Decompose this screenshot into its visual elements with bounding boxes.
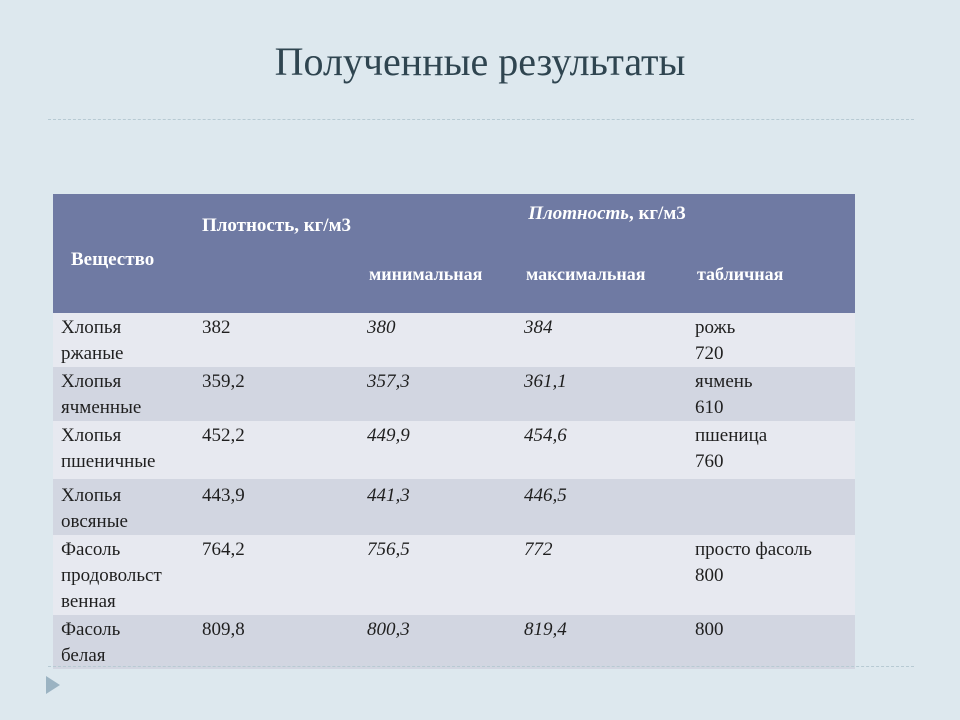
cell-max: 384 [524,317,553,338]
cell-tabular: пшеница 760 [695,425,768,472]
bottom-divider [48,666,914,667]
cell-min: 449,9 [367,425,410,446]
cell-max: 446,5 [524,485,567,506]
cell-tabular: просто фасоль 800 [695,539,812,586]
table-row: Фасоль продовольст венная 764,2 756,5 772 … [53,535,856,615]
cell-density: 382 [202,317,231,338]
cell-max: 361,1 [524,371,567,392]
cell-substance: Хлопья пшеничные [61,425,156,472]
cell-min: 756,5 [367,539,410,560]
cell-min: 357,3 [367,371,410,392]
cell-tabular: 800 [695,619,724,640]
header-tabular: табличная [687,234,856,313]
cell-max: 819,4 [524,619,567,640]
header-minimal: минимальная [359,234,516,313]
cell-density: 452,2 [202,425,245,446]
results-table: Вещество Плотность, кг/м3 Плотность, кг/… [53,194,856,669]
table-row: Хлопья овсяные 443,9 441,3 446,5 [53,479,856,535]
cell-min: 441,3 [367,485,410,506]
top-divider [48,119,914,120]
cell-tabular [687,479,855,481]
cell-tabular: рожь 720 [695,317,736,364]
cell-substance: Хлопья ржаные [61,317,124,364]
cell-max: 772 [524,539,553,560]
table-row: Фасоль белая 809,8 800,3 819,4 800 [53,615,856,669]
cell-substance: Хлопья ячменные [61,371,142,418]
cell-substance: Фасоль белая [61,619,121,666]
cell-substance: Фасоль продовольст венная [61,539,162,612]
cell-min: 380 [367,317,396,338]
cell-density: 443,9 [202,485,245,506]
cell-substance: Хлопья овсяные [61,485,128,532]
header-maximal: максимальная [516,234,687,313]
header-density-group: Плотность, кг/м3 [359,194,856,234]
cell-tabular: ячмень 610 [695,371,753,418]
cell-max: 454,6 [524,425,567,446]
header-density: Плотность, кг/м3 [194,194,359,313]
table-row: Хлопья ржаные 382 380 384 рожь 720 [53,313,856,367]
arrow-right-icon [46,676,60,694]
cell-min: 800,3 [367,619,410,640]
cell-density: 359,2 [202,371,245,392]
table-row: Хлопья ячменные 359,2 357,3 361,1 ячмень 6… [53,367,856,421]
cell-density: 809,8 [202,619,245,640]
table-row: Хлопья пшеничные 452,2 449,9 454,6 пшениц… [53,421,856,479]
header-substance: Вещество [53,194,194,313]
cell-density: 764,2 [202,539,245,560]
slide-title: Полученные результаты [274,39,686,84]
